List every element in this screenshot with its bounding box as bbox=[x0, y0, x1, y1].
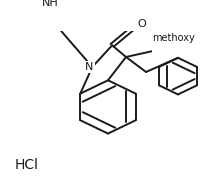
Text: N: N bbox=[85, 62, 94, 72]
Text: NH: NH bbox=[42, 0, 59, 8]
Text: O: O bbox=[138, 19, 147, 29]
Text: methoxy: methoxy bbox=[153, 33, 195, 54]
Text: HCl: HCl bbox=[15, 158, 39, 172]
Text: O: O bbox=[155, 44, 163, 54]
